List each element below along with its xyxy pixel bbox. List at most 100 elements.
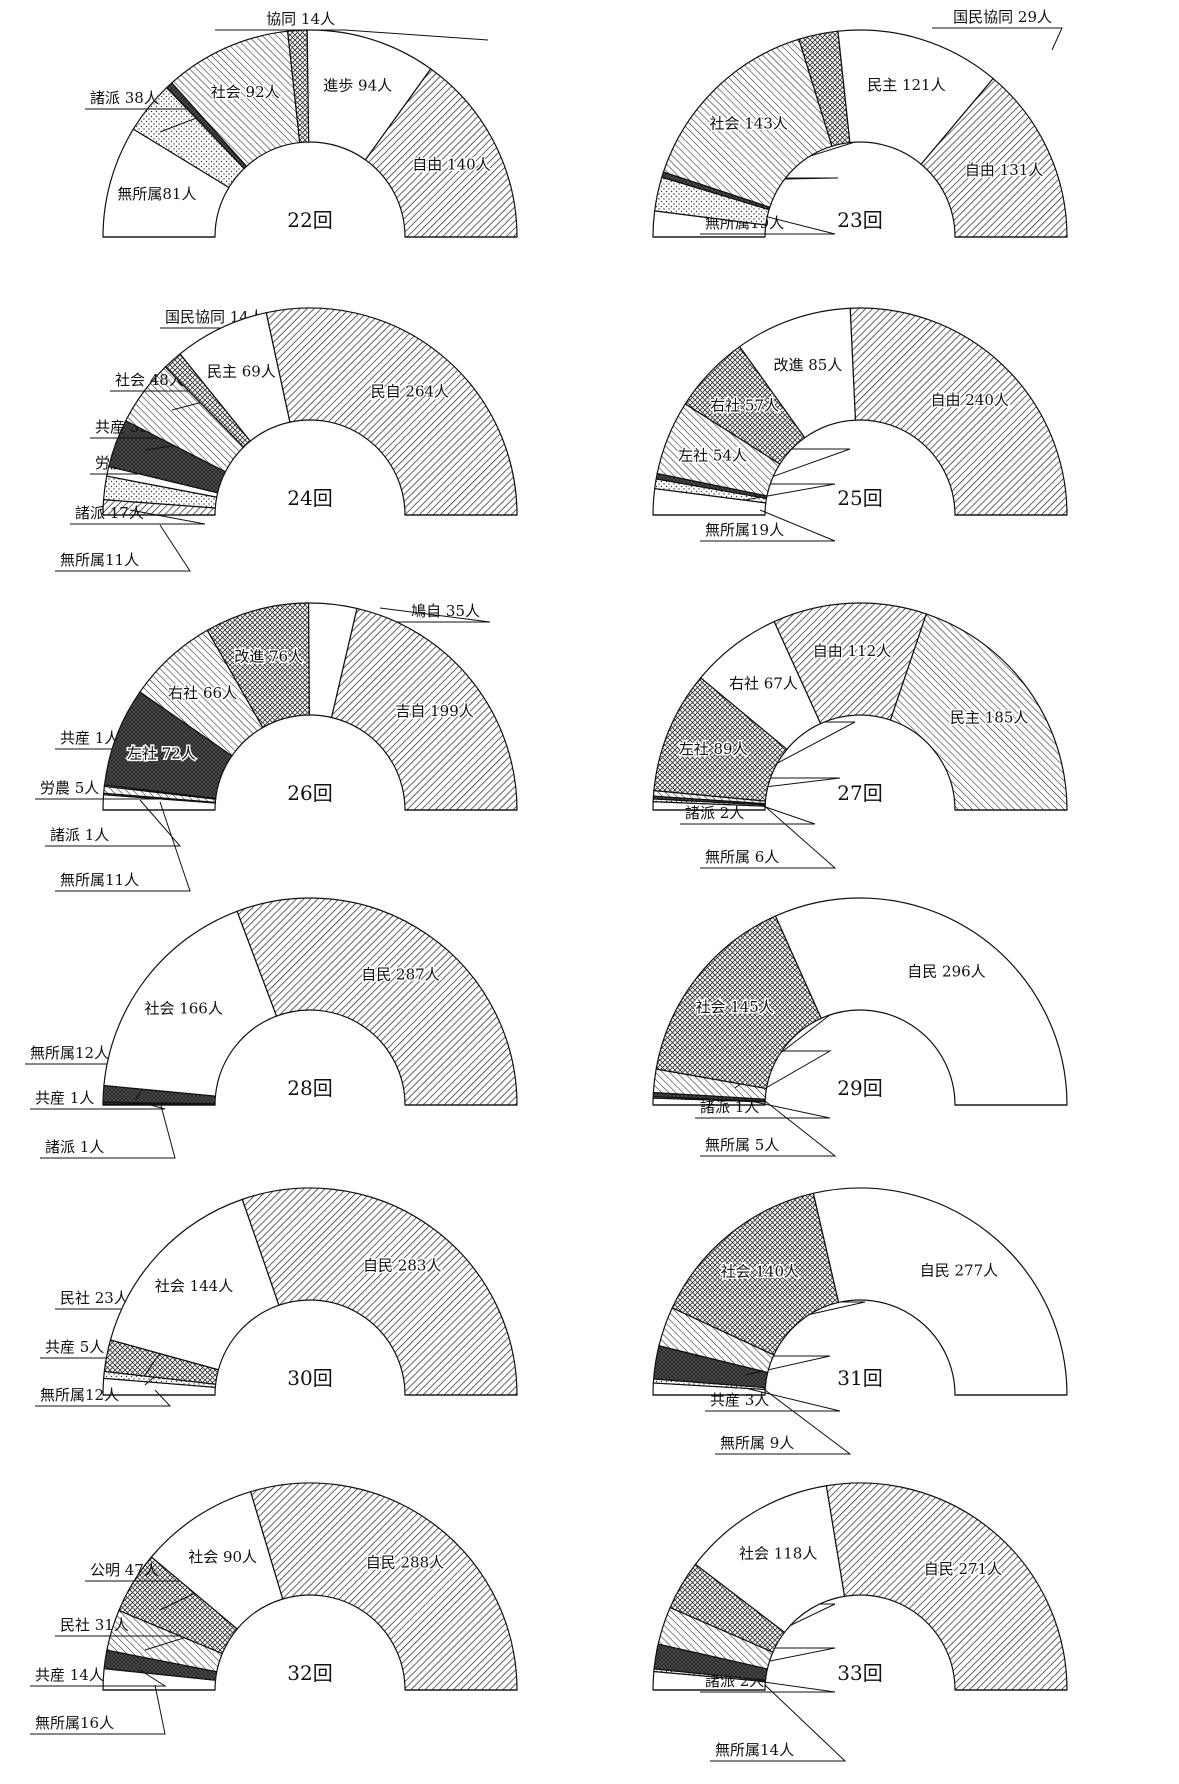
slice-label: 無所属19人: [705, 521, 784, 539]
slice-自由: [773, 602, 928, 725]
slice-label: 右社 66人: [168, 684, 237, 702]
chart-title: 30回: [287, 1366, 332, 1390]
slice-label: 共産 1人: [60, 729, 119, 747]
chart-title: 31回: [837, 1366, 882, 1390]
chart-title: 22回: [287, 208, 332, 232]
leader-line: [35, 795, 171, 800]
slice-label: 諸派 17人: [75, 504, 144, 522]
seat-chart: 諸派 1人 共産 1人 無所属12人 社会 166人 自民 287人 28回: [25, 897, 518, 1159]
slice-label: 社会 48人: [115, 371, 184, 389]
slice-label: 自由 131人: [965, 161, 1043, 179]
slice-label: 自民 288人: [366, 1553, 444, 1571]
slice-自民: [812, 1187, 1068, 1396]
leader-line: [30, 1684, 166, 1735]
leader-line: [55, 801, 191, 892]
leader-line: [55, 524, 191, 572]
slice-label: 自由 240人: [931, 391, 1009, 409]
slice-label: 自由 140人: [412, 155, 490, 173]
slice-label: 諸派 1人: [700, 1098, 759, 1116]
slice-label: 共産 14人: [35, 1666, 104, 1684]
leader-line: [30, 1101, 166, 1110]
slice-label: 無所属16人: [35, 1714, 114, 1732]
slice-自民: [236, 897, 518, 1106]
slice-label: 右社 67人: [729, 675, 798, 693]
slice-label: 無所属14人: [715, 1741, 794, 1759]
slice-label: 無所属12人: [40, 1386, 119, 1404]
slice-label: 民自 264人: [371, 382, 449, 400]
slice-label: 無所属 9人: [720, 1434, 794, 1452]
chart-title: 24回: [287, 486, 332, 510]
slice-label: 吉自 199人: [395, 702, 473, 720]
slice-label: 共産 1人: [35, 1089, 94, 1107]
slice-自由: [364, 68, 518, 238]
slice-label: 民社 31人: [60, 1616, 129, 1634]
slice-label: 無所属81人: [117, 185, 196, 203]
seat-chart: 無所属12人 共産 5人 民社 23人 社会 144人 自民 283人 30回: [35, 1187, 518, 1407]
slice-label: 諸派 1人: [50, 826, 109, 844]
slice-社会: [103, 910, 278, 1097]
chart-title: 23回: [837, 208, 882, 232]
slice-吉自: [330, 607, 518, 811]
chart-title: 29回: [837, 1076, 882, 1100]
slice-label: 進歩 94人: [323, 76, 392, 94]
slice-label: 自民 283人: [363, 1256, 441, 1274]
chart-title: 33回: [837, 1661, 882, 1685]
slice-label: 自由 112人: [813, 642, 891, 660]
leader-line: [705, 1387, 841, 1412]
slice-label: 民主 185人: [950, 708, 1028, 726]
slice-label: 改進 85人: [773, 356, 842, 374]
slice-民自: [265, 307, 518, 516]
slice-label: 無所属12人: [30, 1044, 109, 1062]
slice-社会: [694, 1485, 846, 1634]
chart-title: 32回: [287, 1661, 332, 1685]
slice-label: 民社 23人: [60, 1289, 129, 1307]
slice-自由: [920, 77, 1068, 238]
slice-label: 諸派 2人: [685, 804, 744, 822]
leader-line: [700, 509, 836, 542]
slice-自民: [249, 1482, 518, 1691]
slice-label: 無所属 6人: [705, 848, 779, 866]
leader-line: [680, 799, 816, 825]
leader-line: [215, 29, 489, 41]
chart-title: 28回: [287, 1076, 332, 1100]
slice-label: 国民協同 29人: [953, 8, 1052, 26]
slice-label: 自民 271人: [924, 1560, 1002, 1578]
slice-自民: [825, 1482, 1068, 1691]
leader-line: [700, 1679, 836, 1693]
leader-line: [932, 27, 1063, 51]
slice-label: 民主 69人: [207, 363, 276, 381]
slice-label: 左社 54人: [678, 446, 747, 464]
slice-label: 自民 277人: [920, 1262, 998, 1280]
slice-label: 労農 5人: [40, 779, 99, 797]
leader-line: [695, 1100, 831, 1119]
slice-label: 諸派 38人: [90, 89, 159, 107]
slice-label: 鳩自 35人: [411, 602, 480, 620]
leader-line: [700, 1100, 837, 1157]
slice-label: 公明 47人: [90, 1561, 159, 1579]
slice-label: 左社 72人: [127, 744, 196, 762]
leader-line: [360, 607, 491, 623]
slice-label: 自民 296人: [907, 963, 985, 981]
slice-label: 社会 92人: [211, 83, 280, 101]
slice-label: 共産 3人: [710, 1391, 769, 1409]
slice-label: 改進 76人: [234, 647, 303, 665]
slice-label: 社会 143人: [709, 114, 787, 132]
slice-label: 無所属11人: [60, 551, 139, 569]
slice-label: 右社 57人: [710, 397, 779, 415]
slice-label: 社会 144人: [155, 1277, 233, 1295]
slice-label: 自民 287人: [361, 965, 439, 983]
slice-label: 無所属 5人: [705, 1136, 779, 1154]
leader-line: [40, 1101, 176, 1159]
